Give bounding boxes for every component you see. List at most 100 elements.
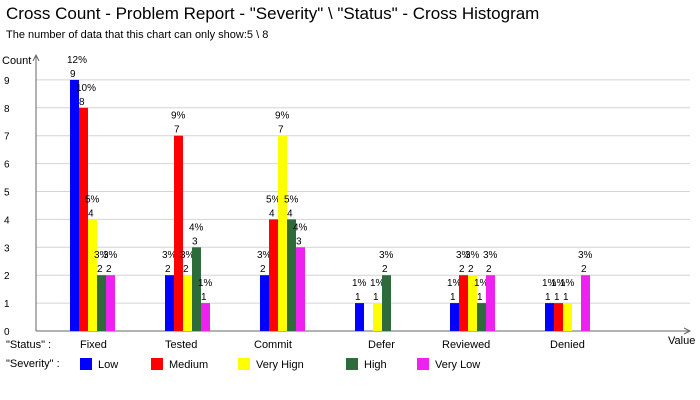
- legend-item: Low: [80, 358, 118, 371]
- bar: [260, 275, 269, 331]
- y-tick-label: 7: [4, 132, 10, 143]
- bar-percent-label: 1%: [447, 278, 462, 289]
- legend-swatch: [238, 358, 250, 370]
- bar: [79, 107, 88, 331]
- bar-percent-label: 1%: [551, 278, 566, 289]
- bar-percent-label: 3%: [578, 250, 593, 261]
- bar-percent-label: 5%: [85, 194, 100, 205]
- bar: [581, 275, 590, 331]
- bar-count-label: 3: [296, 236, 302, 247]
- legend-swatch: [80, 358, 92, 370]
- bar-count-label: 1: [355, 292, 361, 303]
- status-legend-row: "Status" : Fixed Tested Commit Defer Reviewe…: [6, 339, 585, 351]
- status-legend-label: "Status" :: [6, 339, 52, 351]
- bar-count-label: 1: [373, 292, 379, 303]
- bar: [269, 219, 278, 331]
- bar: [355, 303, 364, 331]
- bar-count-label: 2: [97, 264, 103, 275]
- bar-count-label: 1: [477, 292, 483, 303]
- bar-percent-label: 4%: [189, 222, 204, 233]
- bar-percent-label: 3%: [94, 250, 109, 261]
- y-tick-label: 3: [4, 243, 10, 254]
- bar: [165, 275, 174, 331]
- bar: [477, 303, 486, 331]
- bar: [201, 303, 210, 331]
- bar: [545, 303, 554, 331]
- x-axis-arrow: [683, 327, 692, 335]
- y-tick-label: 2: [4, 271, 10, 282]
- severity-legend-label: "Severity" :: [6, 358, 60, 370]
- legend-label: Very Low: [435, 359, 481, 371]
- category-label: Defer: [368, 339, 395, 351]
- bar: [183, 275, 192, 331]
- bar-count-label: 2: [260, 264, 266, 275]
- y-tick-label: 8: [4, 104, 10, 115]
- bar-count-label: 2: [459, 264, 465, 275]
- category-label: Commit: [254, 339, 292, 351]
- x-axis-label: Value: [668, 335, 695, 347]
- bar: [97, 275, 106, 331]
- bar-percent-label: 3%: [465, 250, 480, 261]
- bar-count-label: 7: [278, 125, 284, 136]
- bar-percent-label: 1%: [352, 278, 367, 289]
- bar-percent-label: 3%: [257, 250, 272, 261]
- chart-subtitle: The number of data that this chart can o…: [6, 29, 269, 41]
- bar-count-label: 2: [382, 264, 388, 275]
- bar: [373, 303, 382, 331]
- bar-count-label: 1: [554, 292, 560, 303]
- legend-label: Low: [98, 359, 119, 371]
- bar-count-label: 7: [174, 125, 180, 136]
- bar: [554, 303, 563, 331]
- bar: [88, 219, 97, 331]
- y-tick-label: 1: [4, 299, 10, 310]
- bar-count-label: 2: [165, 264, 171, 275]
- y-tick-label: 4: [4, 215, 10, 226]
- bar-count-label: 4: [88, 208, 94, 219]
- bar: [296, 247, 305, 331]
- bar: [450, 303, 459, 331]
- bar-percent-label: 1%: [474, 278, 489, 289]
- legend-swatch: [417, 358, 429, 370]
- bar-percent-label: 3%: [103, 250, 118, 261]
- bar: [563, 303, 572, 331]
- bar-percent-label: 4%: [293, 222, 308, 233]
- bar-percent-label: 3%: [180, 250, 195, 261]
- y-tick-label: 6: [4, 160, 10, 171]
- bar-count-label: 2: [106, 264, 112, 275]
- bar: [382, 275, 391, 331]
- bar: [70, 79, 79, 332]
- category-label: Tested: [165, 339, 198, 351]
- severity-legend: "Severity" : Low Medium Very Hign High Very …: [6, 358, 480, 371]
- bar-count-label: 1: [545, 292, 551, 303]
- bar-percent-label: 3%: [162, 250, 177, 261]
- bar-percent-label: 9%: [275, 111, 290, 122]
- bar: [468, 275, 477, 331]
- legend-item: Medium: [151, 358, 208, 371]
- legend-item: Very Hign: [238, 358, 304, 371]
- y-axis-label: Count: [2, 55, 31, 67]
- bar-count-label: 1: [450, 292, 456, 303]
- bar: [278, 135, 287, 331]
- bar-count-label: 1: [563, 292, 569, 303]
- category-label: Reviewed: [442, 339, 491, 351]
- chart-title: Cross Count - Problem Report - "Severity…: [6, 4, 540, 23]
- bar-count-label: 2: [581, 264, 587, 275]
- legend-item: Very Low: [417, 358, 480, 371]
- legend-swatch: [346, 358, 358, 370]
- bar-count-label: 3: [192, 236, 198, 247]
- bar-count-label: 8: [79, 97, 85, 108]
- bar: [192, 247, 201, 331]
- legend-item: High: [346, 358, 387, 371]
- legend-label: Very Hign: [256, 359, 304, 371]
- bar-percent-label: 3%: [456, 250, 471, 261]
- legend-swatch: [151, 358, 163, 370]
- bar-percent-label: 10%: [76, 83, 96, 94]
- bar-count-label: 2: [486, 264, 492, 275]
- bar: [106, 275, 115, 331]
- bar-percent-label: 5%: [266, 194, 281, 205]
- bar-percent-label: 1%: [542, 278, 557, 289]
- bar-count-label: 2: [468, 264, 474, 275]
- category-label: Fixed: [80, 339, 107, 351]
- bar-percent-label: 3%: [483, 250, 498, 261]
